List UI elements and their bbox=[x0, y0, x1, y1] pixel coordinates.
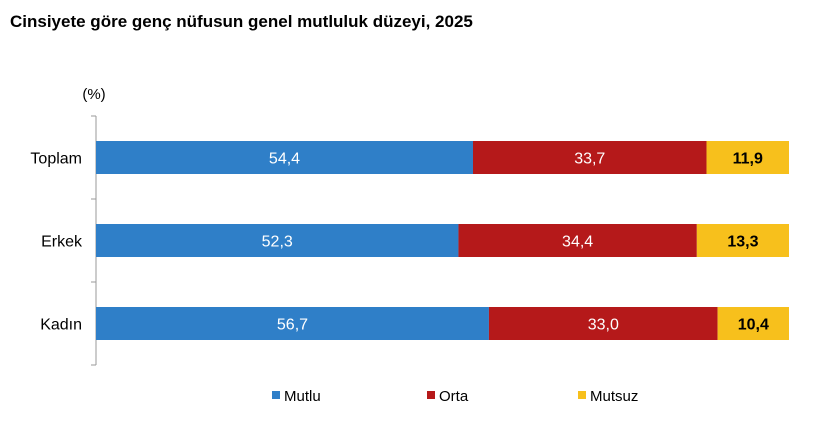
category-label-kadın: Kadın bbox=[40, 317, 82, 334]
data-label: 34,4 bbox=[562, 234, 593, 251]
bar-mutsuz bbox=[696, 224, 789, 257]
data-label: 52,3 bbox=[262, 234, 293, 251]
bar-orta bbox=[488, 307, 718, 340]
category-label-erkek: Erkek bbox=[41, 234, 83, 251]
bar-mutsuz bbox=[706, 141, 789, 174]
data-label: 11,9 bbox=[733, 151, 763, 168]
data-label: 33,7 bbox=[574, 151, 605, 168]
data-label: 13,3 bbox=[727, 234, 758, 251]
bar-orta bbox=[458, 224, 697, 257]
bar-mutsuz bbox=[717, 307, 789, 340]
legend-label-mutlu: Mutlu bbox=[284, 388, 321, 405]
data-label: 33,0 bbox=[588, 317, 619, 334]
bar-mutlu bbox=[96, 307, 489, 340]
bar-mutlu bbox=[96, 141, 473, 174]
bar-orta bbox=[472, 141, 707, 174]
unit-label: (%) bbox=[82, 86, 105, 103]
legend-swatch-orta bbox=[427, 391, 435, 399]
legend-swatch-mutsuz bbox=[578, 391, 586, 399]
data-label: 10,4 bbox=[738, 317, 769, 334]
chart-title: Cinsiyete göre genç nüfusun genel mutlul… bbox=[10, 12, 473, 31]
data-label: 54,4 bbox=[269, 151, 300, 168]
data-label: 56,7 bbox=[277, 317, 308, 334]
bar-mutlu bbox=[96, 224, 459, 257]
legend-label-orta: Orta bbox=[439, 388, 469, 405]
legend-label-mutsuz: Mutsuz bbox=[590, 388, 638, 405]
legend-swatch-mutlu bbox=[272, 391, 280, 399]
category-label-toplam: Toplam bbox=[30, 151, 82, 168]
